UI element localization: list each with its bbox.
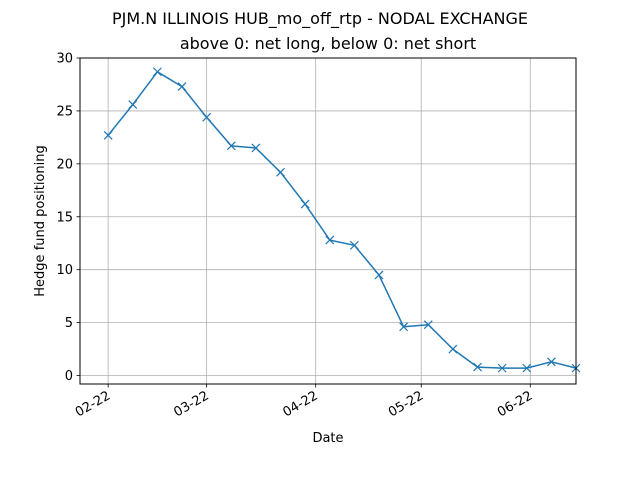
- chart-title: PJM.N ILLINOIS HUB_mo_off_rtp - NODAL EX…: [112, 9, 528, 29]
- tick-layer: 0 5 10 15 20 25 30 02-22 03-22 04-22 05-22 06-22: [56, 52, 535, 421]
- marker-layer: [103, 67, 581, 373]
- data-point-marker: [128, 100, 138, 109]
- y-tick-label: 20: [56, 157, 73, 172]
- line-layer: [107, 71, 577, 369]
- x-tick-label: 05-22: [386, 388, 426, 420]
- data-point-marker: [423, 320, 433, 330]
- y-tick-label: 25: [56, 104, 73, 119]
- grid-layer: [80, 57, 576, 384]
- y-tick-label: 5: [65, 316, 73, 331]
- x-tick-label: 02-22: [73, 388, 113, 420]
- data-point-marker: [374, 270, 384, 280]
- chart-subtitle: above 0: net long, below 0: net short: [180, 34, 476, 53]
- y-tick-label: 10: [56, 263, 73, 278]
- data-point-marker: [103, 130, 113, 140]
- y-tick-label: 0: [65, 369, 73, 384]
- data-point-marker: [226, 141, 236, 151]
- data-point-marker: [325, 235, 335, 245]
- y-tick-label: 15: [56, 210, 73, 225]
- data-point-marker: [152, 67, 162, 77]
- data-point-marker: [202, 112, 212, 122]
- data-point-marker: [497, 363, 507, 373]
- x-tick-label: 03-22: [171, 388, 211, 420]
- data-point-marker: [522, 363, 532, 373]
- x-axis-label: Date: [312, 431, 343, 446]
- data-point-marker: [349, 240, 359, 250]
- plot-area-frame: [79, 57, 577, 385]
- series-line: [107, 71, 577, 369]
- data-point-marker: [448, 344, 458, 354]
- data-point-marker: [300, 199, 310, 209]
- data-point-marker: [399, 322, 409, 332]
- data-point-marker: [276, 167, 285, 177]
- data-point-marker: [546, 357, 556, 367]
- x-tick-label: 06-22: [495, 388, 535, 420]
- y-axis-label: Hedge fund positioning: [33, 145, 48, 296]
- y-tick-label: 30: [56, 52, 73, 67]
- x-tick-label: 04-22: [280, 388, 320, 420]
- data-point-marker: [251, 143, 261, 153]
- data-point-marker: [473, 362, 482, 372]
- data-point-marker: [177, 82, 187, 92]
